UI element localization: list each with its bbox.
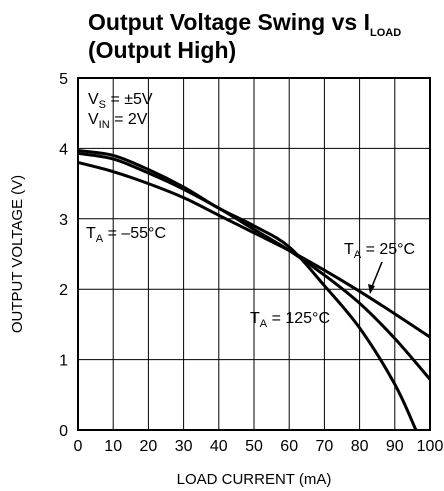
x-tick-label: 80 [351,438,369,455]
x-tick-label: 50 [245,438,263,455]
y-tick-label: 0 [59,423,68,440]
grid [78,78,430,430]
y-axis-label: OUTPUT VOLTAGE (V) [9,175,26,333]
chart-title-line1: Output Voltage Swing vs ILOAD [88,9,401,39]
chart-title-sub: LOAD [370,27,401,39]
condition-vin: VIN = 2V [88,111,148,131]
x-tick-label: 40 [210,438,228,455]
series-label-125: TA = 125°C [250,310,330,330]
y-tick-labels: 0 1 2 3 4 5 [59,71,68,440]
y-tick-label: 2 [59,282,68,299]
y-tick-label: 5 [59,71,68,88]
x-tick-label: 90 [386,438,404,455]
x-axis-label: LOAD CURRENT (mA) [177,471,332,488]
series-label-25: TA = 25°C [344,241,415,261]
x-tick-label: 70 [316,438,334,455]
series-line-125 [77,149,418,431]
plot-frame [77,77,431,431]
series-line-25 [77,151,432,381]
x-tick-label: 20 [140,438,158,455]
label-leader-25 [370,261,383,290]
x-tick-label: 100 [417,438,444,455]
condition-vs: VS = ±5V [88,91,153,111]
x-tick-label: 0 [74,438,83,455]
chart-title-main: Output Voltage Swing vs I [88,9,370,35]
label-arrowhead-25 [368,284,375,294]
x-tick-label: 60 [280,438,298,455]
series-lines [77,149,432,431]
y-tick-label: 1 [59,353,68,370]
x-tick-label: 30 [175,438,193,455]
series-label-minus55: TA = –55°C [86,225,166,245]
x-tick-label: 10 [104,438,122,455]
y-tick-label: 4 [59,141,68,158]
series-line-minus55 [77,161,431,339]
y-tick-label: 3 [59,212,68,229]
x-tick-labels: 0 10 20 30 40 50 60 70 80 90 100 [74,438,444,455]
chart-title-line2: (Output High) [88,37,236,63]
